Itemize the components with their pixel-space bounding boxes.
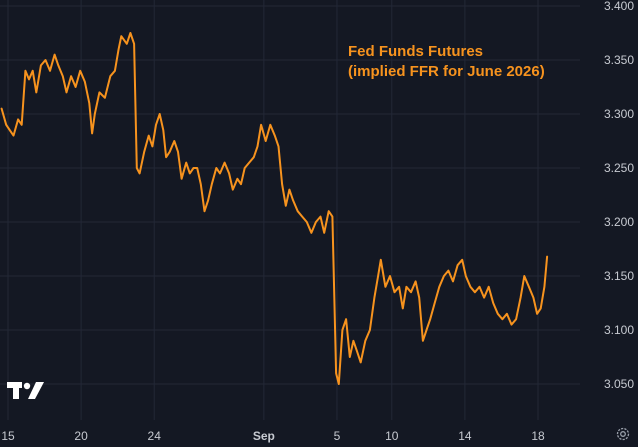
x-tick-label: 10 [385,429,399,443]
chart-title-line-2: (implied FFR for June 2026) [348,63,545,80]
x-tick-label: 5 [334,429,341,443]
y-tick-label: 3.400 [604,0,634,13]
y-tick-label: 3.100 [604,323,634,337]
y-tick-label: 3.300 [604,107,634,121]
x-tick-label: 14 [458,429,472,443]
x-tick-label: Sep [253,429,275,443]
x-tick-label: 20 [74,429,88,443]
y-tick-label: 3.250 [604,161,634,175]
y-axis: 3.050 3.100 3.150 3.200 3.250 3.300 3.350 3.400 [604,0,634,391]
chart-title: Fed Funds Futures (implied FFR for June … [348,42,545,82]
gear-icon[interactable] [615,426,631,447]
grid-lines [0,0,580,420]
chart-title-line-1: Fed Funds Futures [348,43,483,60]
x-tick-label: 15 [1,429,15,443]
y-tick-label: 3.050 [604,377,634,391]
y-tick-label: 3.150 [604,269,634,283]
x-axis: 15 20 24 Sep 5 10 14 18 [1,429,545,443]
y-tick-label: 3.350 [604,53,634,67]
tradingview-logo[interactable] [6,380,46,407]
y-tick-label: 3.200 [604,215,634,229]
x-tick-label: 18 [531,429,545,443]
x-tick-label: 24 [148,429,162,443]
series-line [0,32,549,385]
